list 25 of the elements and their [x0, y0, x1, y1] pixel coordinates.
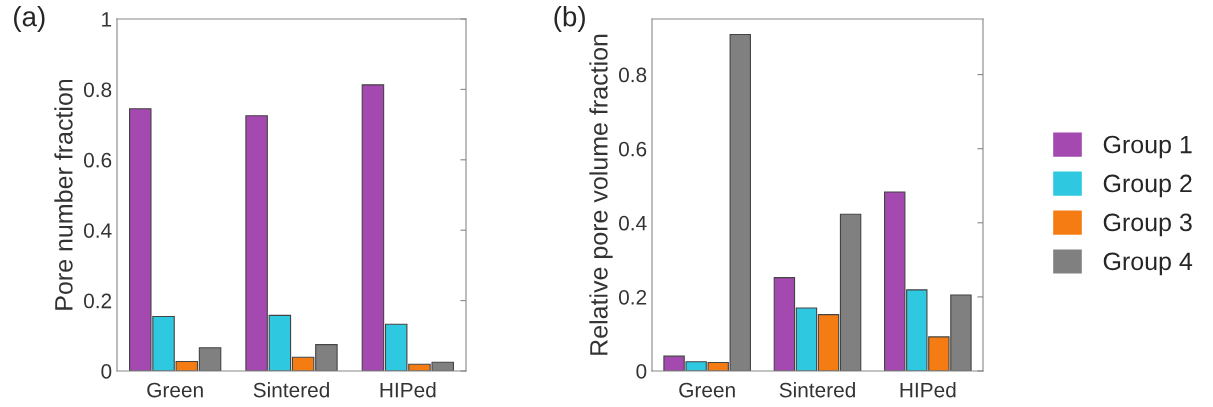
y-tick-label: 0.4 [83, 223, 112, 238]
y-tick-label: 1 [102, 12, 112, 27]
y-tick-label: 0.8 [618, 67, 647, 83]
y-tick-label: 0.2 [83, 293, 112, 309]
chart-title: (b) [554, 6, 585, 32]
y-tick-label: 0.6 [618, 141, 647, 157]
y-tick-label: 0.4 [618, 215, 647, 231]
legend-label: Group 1 [1103, 135, 1192, 159]
legend-label: Group 4 [1103, 252, 1193, 276]
x-tick-label: Sintered [253, 382, 329, 398]
y-tick-label: 0.8 [83, 82, 112, 98]
y-axis-title: Pore number fraction [54, 79, 73, 310]
x-tick-label: HIPed [900, 382, 956, 398]
y-tick-label: 0 [101, 364, 112, 379]
x-tick-label: Green [147, 382, 203, 398]
y-tick-label: 0.2 [618, 289, 647, 305]
chart-title: (a) [14, 6, 45, 32]
x-tick-label: Sintered [779, 382, 855, 398]
x-tick-label: HIPed [380, 382, 436, 398]
legend-label: Group 2 [1103, 174, 1192, 198]
y-axis-title: Relative pore volume fraction [589, 34, 613, 355]
legend-label: Group 3 [1103, 213, 1192, 237]
y-tick-label: 0 [636, 364, 647, 379]
x-tick-label: Green [679, 382, 735, 398]
y-tick-label: 0.6 [83, 152, 112, 168]
